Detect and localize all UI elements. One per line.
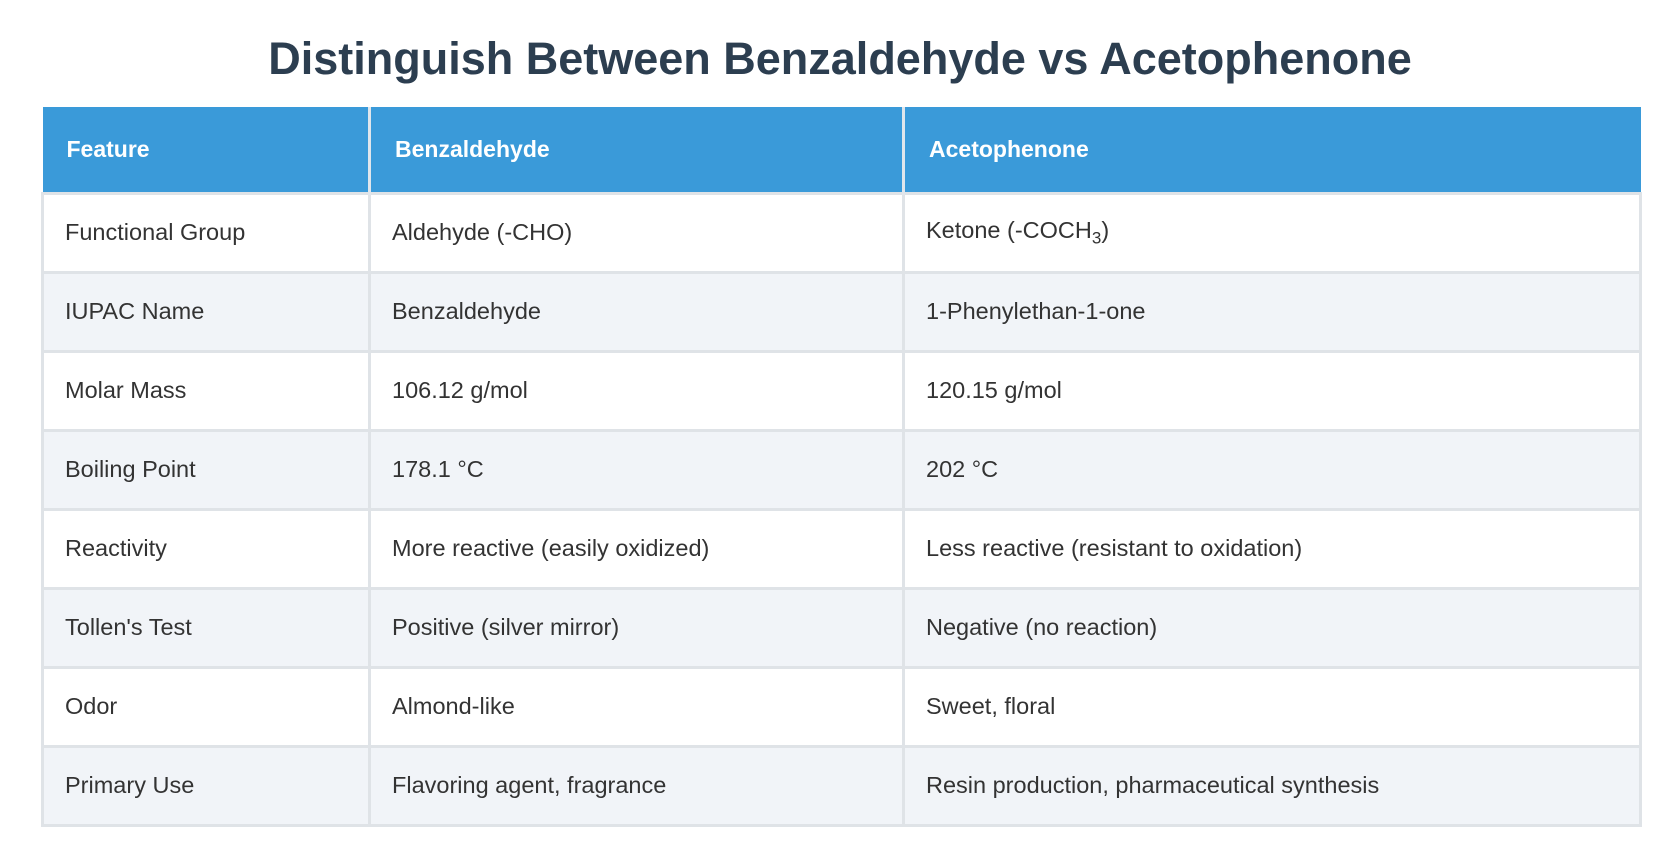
table-cell: Negative (no reaction) [902,586,1642,669]
table-cell: Less reactive (resistant to oxidation) [902,507,1642,590]
table-cell: 120.15 g/mol [902,349,1642,432]
column-header: Benzaldehyde [369,107,905,193]
page-title: Distinguish Between Benzaldehyde vs Acet… [268,33,1412,84]
cell-text: ) [1101,216,1110,243]
table-cell: Functional Group [41,191,371,274]
table-cell: Aldehyde (-CHO) [368,191,905,274]
table-cell: Flavoring agent, fragrance [368,744,905,827]
table-cell: 202 °C [902,428,1642,511]
table-cell: Boiling Point [41,428,371,511]
table-cell: IUPAC Name [41,270,371,353]
table-cell: Sweet, floral [902,665,1642,748]
table-cell: Molar Mass [41,349,371,432]
table-row: Reactivity More reactive (easily oxidized… [41,507,1642,590]
table-cell: Reactivity [41,507,371,590]
table-cell: 106.12 g/mol [368,349,905,432]
table-cell: Primary Use [41,744,371,827]
subscript: 3 [1091,228,1102,248]
table-cell: More reactive (easily oxidized) [368,507,905,590]
table-cell: Tollen's Test [41,586,371,669]
table-row: Odor Almond-like Sweet, floral [41,665,1642,748]
table-row: Molar Mass 106.12 g/mol 120.15 g/mol [41,349,1642,432]
table-cell: Odor [41,665,371,748]
table-row: Boiling Point 178.1 °C 202 °C [41,428,1642,511]
comparison-table: Feature Benzaldehyde Acetophenone Function… [41,107,1642,827]
table-cell: Resin production, pharmaceutical synthes… [902,744,1642,827]
column-header: Feature [42,107,371,193]
column-header: Acetophenone [903,107,1641,193]
table-row: Tollen's Test Positive (silver mirror) Neg… [41,586,1642,669]
header-row: Feature Benzaldehyde Acetophenone [42,107,1641,193]
cell-text: Ketone (-COCH [926,216,1092,243]
table-cell: Almond-like [368,665,905,748]
table-cell: 1-Phenylethan-1-one [902,270,1642,353]
table-cell: Positive (silver mirror) [368,586,905,669]
table-row: Functional Group Aldehyde (-CHO) Ketone (-… [41,191,1642,274]
table-cell: 178.1 °C [368,428,905,511]
table-cell: Benzaldehyde [368,270,905,353]
table-row: Primary Use Flavoring agent, fragrance Res… [41,744,1642,827]
table-header: Feature Benzaldehyde Acetophenone [42,107,1641,193]
table-cell: Ketone (-COCH3) [902,191,1642,274]
table-row: IUPAC Name Benzaldehyde 1-Phenylethan-1-on… [41,270,1642,353]
table-body: Functional Group Aldehyde (-CHO) Ketone (-… [41,191,1642,827]
